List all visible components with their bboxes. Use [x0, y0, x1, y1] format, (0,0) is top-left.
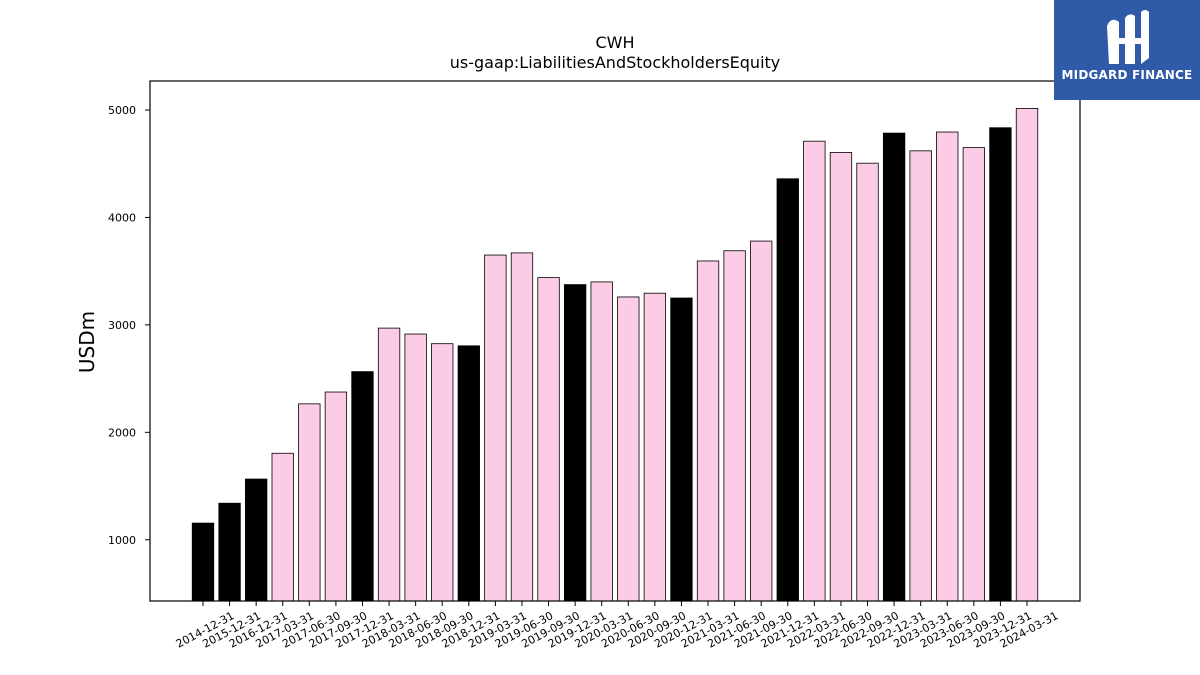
bar-2017-06-30 [298, 403, 321, 602]
bar-2017-12-31 [351, 371, 374, 602]
chart-subtitle: us-gaap:LiabilitiesAndStockholdersEquity [450, 53, 781, 72]
plot-frame [149, 80, 1081, 602]
bar-2020-09-30 [643, 292, 667, 602]
bar-2022-03-31 [803, 140, 826, 602]
bar-2017-03-31 [271, 452, 294, 602]
bar-2019-09-30 [537, 277, 560, 602]
bar-2018-06-30 [404, 333, 427, 602]
bar-2023-09-30 [962, 147, 985, 602]
bar-2020-03-31 [590, 281, 613, 602]
bar-2017-09-30 [324, 391, 348, 602]
x-axis: 2014-12-312015-12-312016-12-312017-03-31… [174, 601, 1060, 651]
bar-2023-12-31 [989, 127, 1012, 602]
bar-2022-09-30 [856, 162, 879, 602]
midgard-logo-icon [1107, 10, 1149, 64]
bar-2020-06-30 [617, 296, 640, 602]
bar-2021-03-31 [696, 260, 720, 602]
y-tick-label: 4000 [108, 211, 136, 224]
bar-2014-12-31 [191, 522, 215, 602]
y-tick-label: 5000 [108, 104, 136, 117]
bar-2024-03-31 [1015, 108, 1039, 602]
bar-2015-12-31 [218, 502, 241, 602]
bar-2020-12-31 [670, 297, 693, 602]
bar-2021-12-31 [776, 178, 799, 602]
y-tick-label: 2000 [108, 426, 136, 439]
bar-series [191, 108, 1039, 602]
bar-2018-09-30 [431, 343, 454, 602]
y-axis-label: USDm [75, 311, 99, 373]
y-tick-label: 3000 [108, 319, 136, 332]
bar-2018-12-31 [457, 345, 480, 602]
bar-2021-09-30 [750, 240, 773, 602]
bar-2022-12-31 [882, 132, 906, 602]
bar-2019-06-30 [510, 252, 534, 602]
bar-2021-06-30 [723, 250, 746, 602]
bar-2023-06-30 [936, 131, 959, 602]
bar-2022-06-30 [829, 152, 853, 602]
y-axis: 1000 2000 3000 4000 5000 [108, 104, 150, 547]
bar-2019-12-31 [563, 284, 587, 602]
bar-2018-03-31 [377, 327, 401, 602]
brand-logo: MIDGARD FINANCE [1054, 0, 1200, 100]
bar-2019-03-31 [484, 254, 507, 602]
bar-2016-12-31 [245, 478, 268, 602]
brand-logo-text: MIDGARD FINANCE [1061, 68, 1193, 82]
bar-2023-03-31 [909, 150, 932, 602]
chart-title: CWH [595, 33, 634, 52]
y-tick-label: 1000 [108, 534, 136, 547]
